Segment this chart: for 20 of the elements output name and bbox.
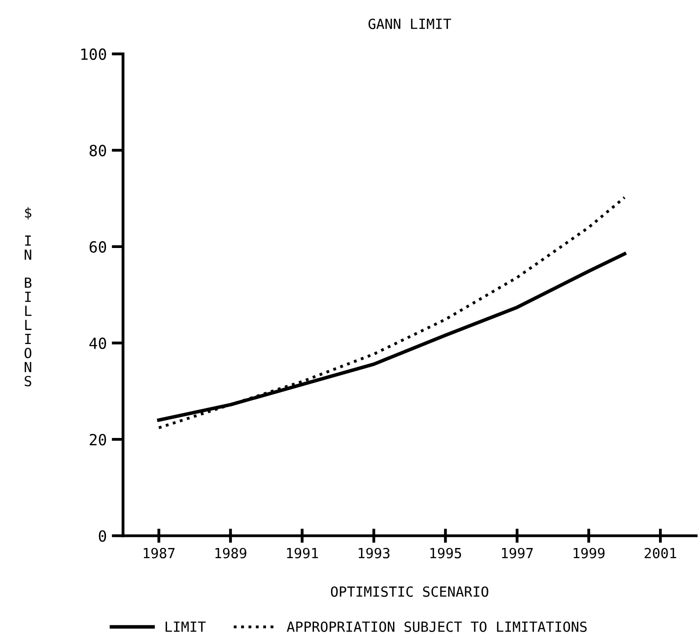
x-tick-label: 1993 (358, 548, 390, 558)
x-tick-label: 1987 (144, 548, 175, 558)
y-tick-label: 20 (90, 434, 106, 446)
x-tick-label: 1991 (287, 548, 318, 558)
legend-label: LIMIT (166, 622, 206, 632)
x-tick-label: 1995 (430, 548, 462, 558)
text: $ IN BILLIONS (24, 207, 32, 386)
line-series (157, 196, 626, 430)
y-tick-label: 40 (89, 338, 106, 350)
x-tick-label: 1999 (574, 548, 605, 558)
y-tick-label: 60 (90, 241, 106, 253)
y-tick-label: 0 (98, 530, 106, 542)
x-tick-label: 1997 (502, 548, 533, 558)
x-tick-label: 2001 (644, 548, 676, 558)
y-tick-label: 80 (90, 144, 106, 156)
legend-label: APPROPRIATION SUBJECT TO LIMITATIONS (286, 621, 587, 632)
x-tick-label: 1989 (215, 548, 246, 558)
x-axis-title: OPTIMISTIC SCENARIO (330, 586, 488, 597)
y-tick-label: 100 (81, 48, 106, 60)
chart-title: GANN LIMIT (368, 18, 452, 30)
